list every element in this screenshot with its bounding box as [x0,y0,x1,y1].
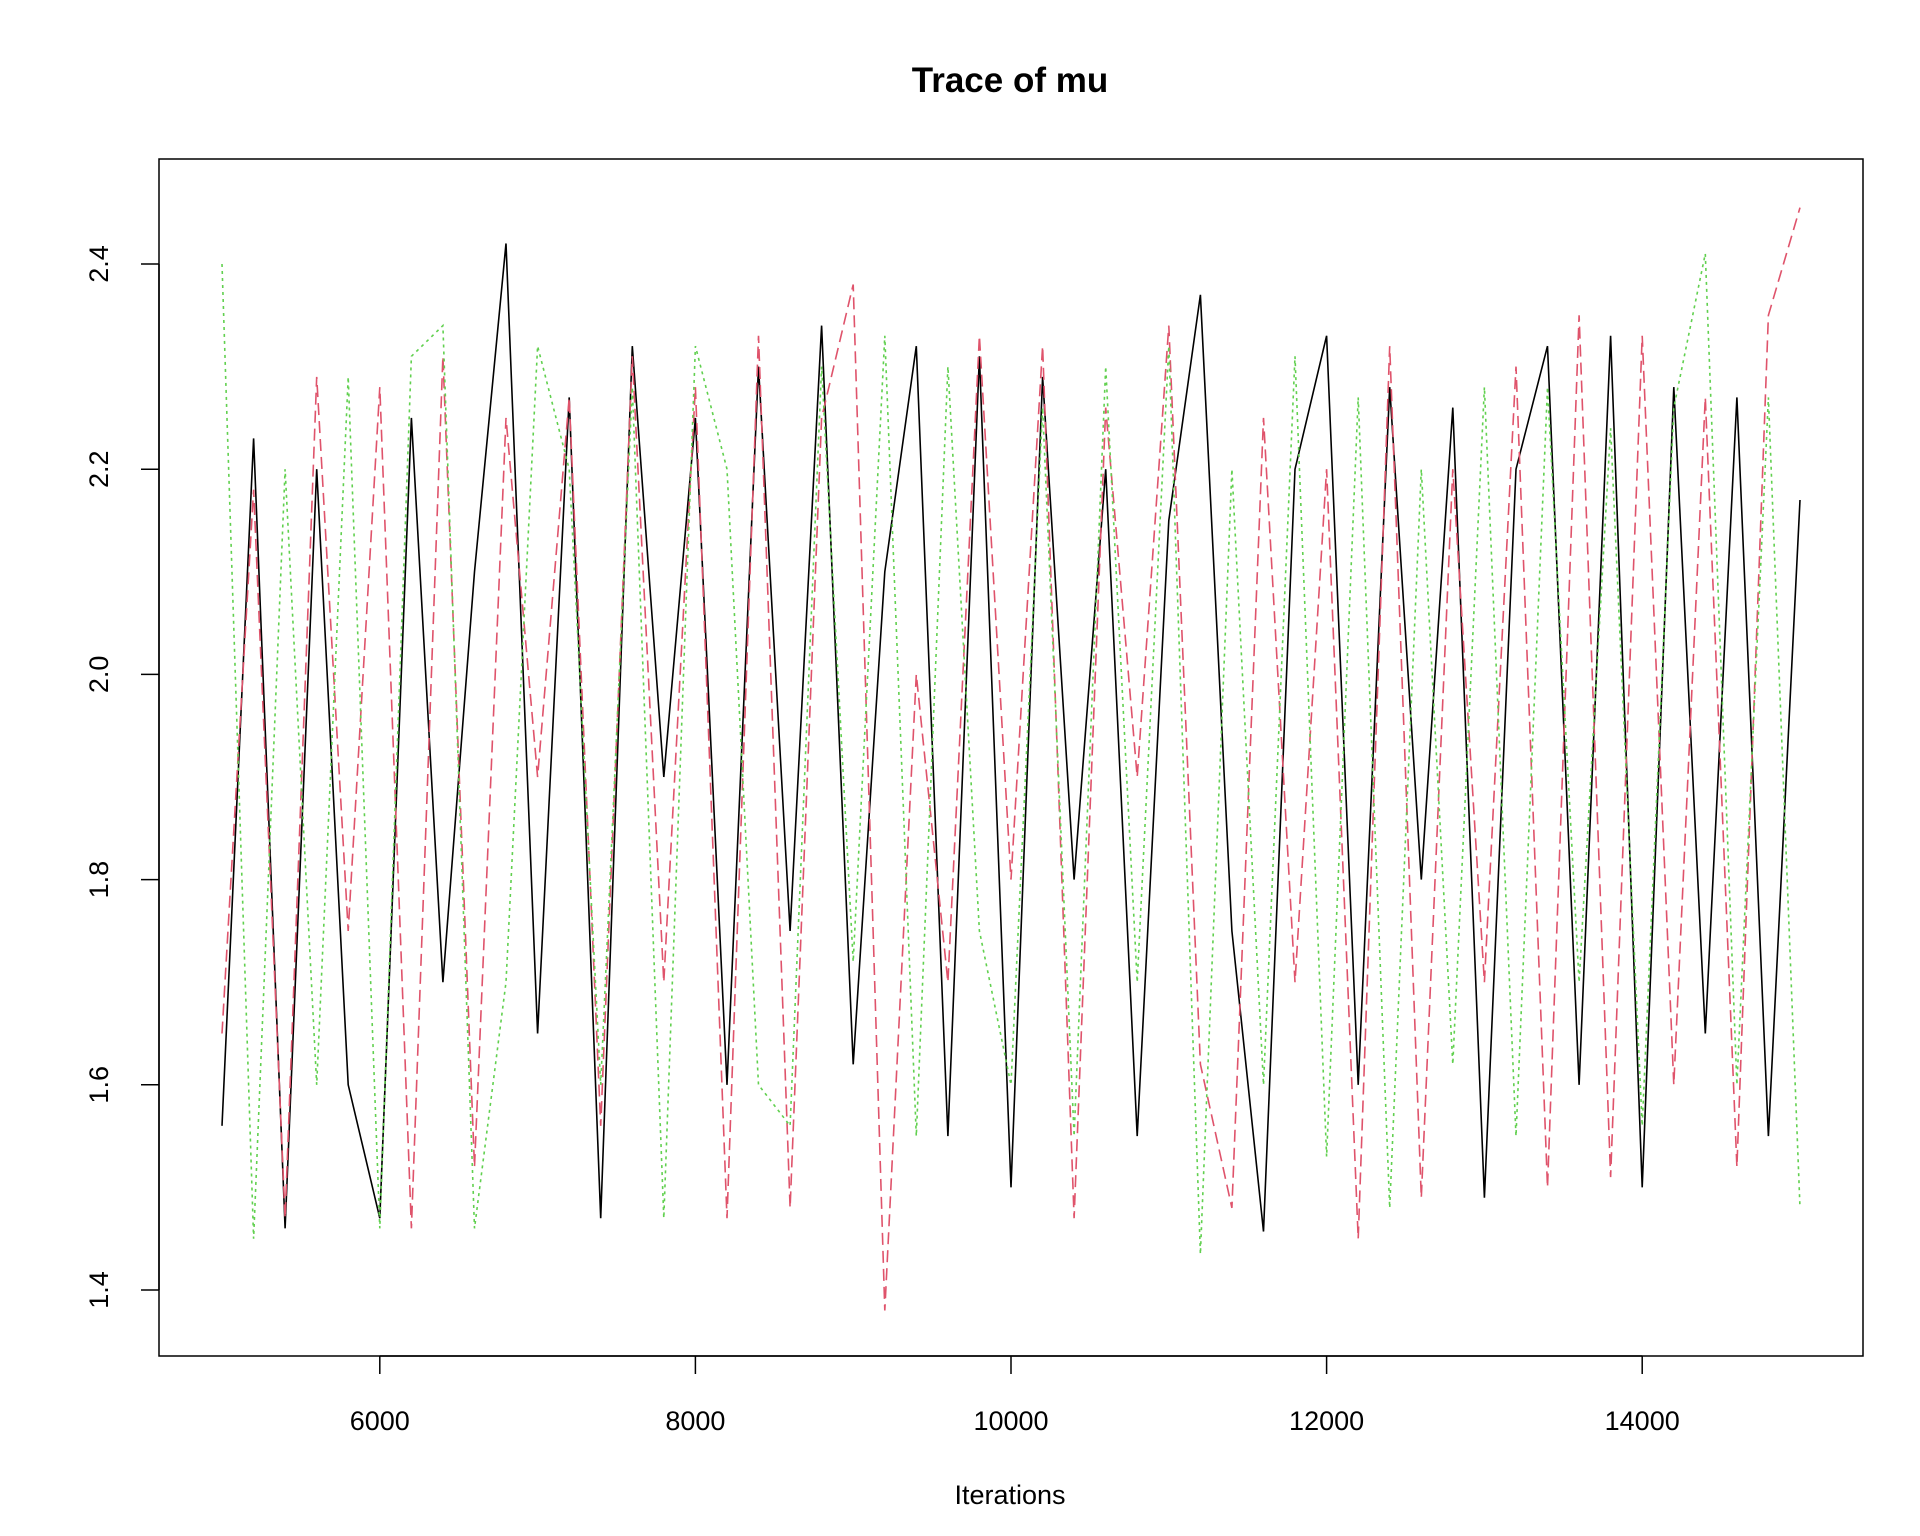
series-line-chain-2 [221,207,1801,1311]
x-axis: 6000 8000 10000 12000 14000 [350,1355,1680,1436]
y-tick-label: 1.4 [84,1271,114,1309]
y-tick-label: 2.4 [84,245,114,283]
y-tick-label: 1.8 [84,861,114,899]
x-tick-label: 12000 [1289,1406,1364,1436]
series-line-chain-3 [221,253,1801,1255]
series-line-chain-1 [221,243,1801,1232]
series-layer [221,207,1801,1311]
x-tick-label: 6000 [350,1406,410,1436]
y-axis: 1.4 1.6 1.8 2.0 2.2 2.4 [84,245,160,1309]
y-tick-label: 2.0 [84,656,114,694]
series-2 [221,207,1801,1311]
y-tick-label: 1.6 [84,1066,114,1104]
x-tick-label: 10000 [973,1406,1048,1436]
x-tick-label: 8000 [665,1406,725,1436]
chart-title: Trace of mu [912,61,1108,100]
y-tick-label: 2.2 [84,450,114,488]
series-3 [221,253,1801,1255]
x-tick-label: 14000 [1605,1406,1680,1436]
series-1 [221,243,1801,1232]
x-axis-title: Iterations [954,1480,1065,1510]
